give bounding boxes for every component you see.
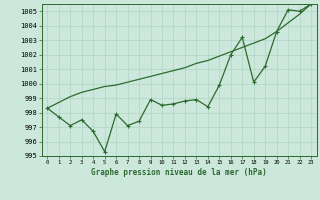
X-axis label: Graphe pression niveau de la mer (hPa): Graphe pression niveau de la mer (hPa) [91, 168, 267, 177]
